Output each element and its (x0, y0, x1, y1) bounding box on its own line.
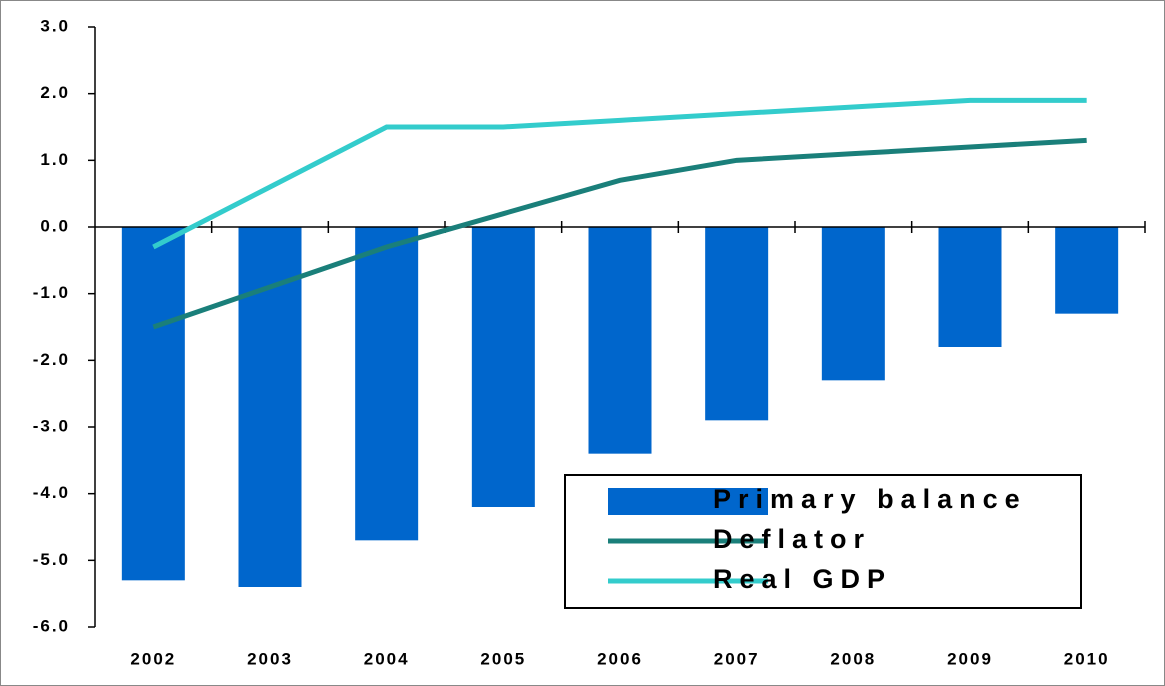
legend-label: Deflator (713, 524, 871, 554)
line (152, 137, 1087, 330)
line (152, 97, 1087, 250)
bar (1055, 227, 1119, 314)
bar (705, 227, 769, 421)
x-tick-label: 2004 (364, 649, 410, 668)
x-tick-label: 2009 (947, 649, 993, 668)
bar (938, 227, 1002, 347)
y-tick-label: -4.0 (33, 483, 70, 502)
x-tick-label: 2002 (130, 649, 176, 668)
y-tick-label: -3.0 (33, 416, 70, 435)
x-tick-label: 2006 (597, 649, 643, 668)
bar (821, 227, 885, 381)
y-tick-label: -2.0 (33, 350, 70, 369)
legend-label: Primary balance (713, 484, 1027, 514)
bar (471, 227, 535, 507)
bar (121, 227, 185, 581)
y-tick-label: 0.0 (40, 216, 70, 235)
y-tick-label: 1.0 (40, 150, 70, 169)
y-tick-label: 2.0 (40, 83, 70, 102)
y-tick-label: -1.0 (33, 283, 70, 302)
x-tick-label: 2010 (1064, 649, 1110, 668)
x-tick-label: 2007 (714, 649, 760, 668)
y-tick-label: -6.0 (33, 616, 70, 635)
y-tick-label: -5.0 (33, 550, 70, 569)
legend-label: Real GDP (713, 564, 892, 594)
y-tick-label: 3.0 (40, 16, 70, 35)
x-tick-label: 2003 (247, 649, 293, 668)
bar (588, 227, 652, 454)
x-tick-label: 2008 (830, 649, 876, 668)
bar (355, 227, 419, 541)
legend-swatch (608, 488, 768, 515)
x-tick-label: 2005 (480, 649, 526, 668)
